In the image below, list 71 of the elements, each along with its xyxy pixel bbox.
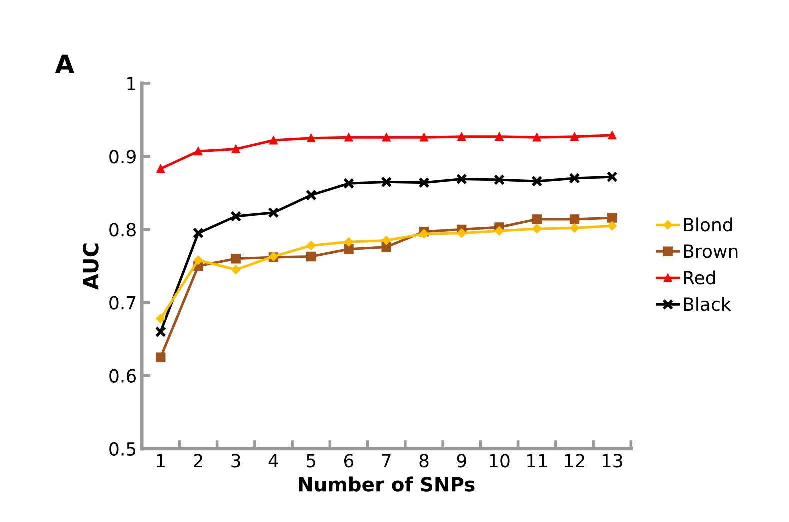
point <box>306 190 317 201</box>
point <box>608 221 618 231</box>
y-tick-label: 0.6 <box>110 369 136 383</box>
x-tick-label: 4 <box>268 454 278 468</box>
x-tick-label: 12 <box>565 454 584 468</box>
x-tick-label: 9 <box>457 454 466 468</box>
x-axis-title: Number of SNPs <box>299 476 475 492</box>
point <box>307 134 316 142</box>
point <box>343 178 355 190</box>
point <box>156 164 165 174</box>
legend-label: Black <box>684 297 732 312</box>
point <box>420 133 428 142</box>
x-tick-label: 10 <box>490 454 510 468</box>
point <box>344 237 354 247</box>
point <box>231 265 241 274</box>
point <box>156 314 166 324</box>
x-tick-label: 6 <box>344 454 354 468</box>
point <box>231 254 241 264</box>
point <box>570 224 580 233</box>
point <box>608 131 617 140</box>
point <box>156 352 166 362</box>
legend-label: Red <box>684 270 716 285</box>
point <box>532 176 543 188</box>
x-tick-label: 11 <box>528 454 547 468</box>
point <box>306 252 316 262</box>
x-tick-label: 2 <box>194 454 202 468</box>
point <box>381 176 392 188</box>
point <box>194 256 204 265</box>
legend-label: Brown <box>684 244 738 258</box>
point <box>457 228 466 238</box>
point <box>382 133 391 142</box>
point <box>194 147 203 156</box>
point <box>570 214 580 224</box>
x-tick-label: 3 <box>232 454 240 468</box>
y-tick-label: 1 <box>128 77 136 90</box>
x-tick-label: 5 <box>307 454 316 468</box>
point <box>192 228 204 239</box>
point <box>608 213 618 223</box>
point <box>532 224 542 234</box>
point <box>569 172 580 184</box>
point <box>232 145 240 154</box>
point <box>268 207 280 218</box>
point <box>532 133 542 142</box>
point <box>570 132 579 142</box>
y-tick-label: 0.9 <box>110 150 136 164</box>
point <box>458 132 466 142</box>
y-tick-label: 0.5 <box>110 442 136 456</box>
x-tick-label: 8 <box>420 454 429 468</box>
point <box>270 136 278 145</box>
point <box>418 177 430 188</box>
point <box>306 241 316 250</box>
text: A <box>55 54 74 74</box>
y-axis-title: AUC <box>83 244 99 290</box>
point <box>494 174 506 186</box>
point <box>606 172 618 183</box>
y-tick-label: 0.7 <box>110 296 136 310</box>
point <box>344 133 354 142</box>
point <box>532 214 542 224</box>
x-tick-label: 13 <box>602 454 622 468</box>
point <box>382 236 392 246</box>
x-tick-label: 7 <box>382 454 391 468</box>
point <box>230 210 242 222</box>
point <box>344 244 354 254</box>
legend-label: Blond <box>684 218 732 232</box>
point <box>494 226 504 236</box>
point <box>456 174 468 185</box>
x-tick-label: 1 <box>157 454 165 468</box>
point <box>155 326 166 338</box>
y-tick-label: 0.8 <box>110 223 136 237</box>
point <box>495 132 504 142</box>
point <box>382 242 392 252</box>
